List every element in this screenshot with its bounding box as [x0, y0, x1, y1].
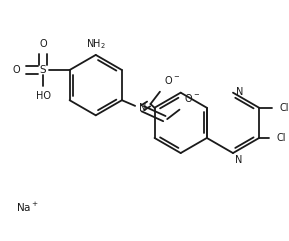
Text: N: N — [235, 155, 242, 165]
Text: Na$^+$: Na$^+$ — [16, 201, 38, 214]
Text: O$^-$: O$^-$ — [184, 92, 200, 104]
Text: N: N — [139, 103, 146, 113]
Text: NH$_2$: NH$_2$ — [86, 37, 106, 51]
Text: N: N — [236, 87, 243, 97]
Text: O: O — [39, 39, 47, 49]
Text: Cl: Cl — [280, 103, 289, 113]
Text: Cl: Cl — [276, 133, 286, 143]
Text: S: S — [40, 65, 47, 75]
Text: HO: HO — [36, 91, 51, 101]
Text: O: O — [13, 65, 21, 75]
Text: O$^-$: O$^-$ — [164, 74, 180, 86]
